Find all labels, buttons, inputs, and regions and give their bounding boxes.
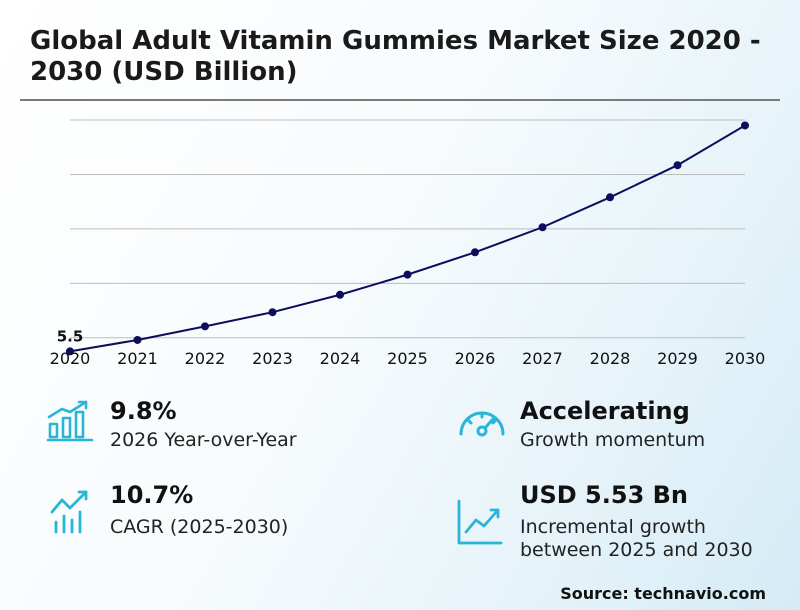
x-tick-2023: 2023 bbox=[252, 349, 293, 368]
data-point-2020 bbox=[66, 347, 74, 356]
gridlines bbox=[70, 119, 745, 339]
x-tick-2029: 2029 bbox=[657, 349, 698, 368]
data-point-2023 bbox=[268, 308, 277, 317]
x-tick-2027: 2027 bbox=[522, 349, 563, 368]
series-line bbox=[69, 124, 746, 353]
x-axis-ticks: 2020 2021 2022 2023 2024 2025 2026 2027 2028 2029… bbox=[50, 349, 766, 368]
data-point-2027 bbox=[538, 223, 547, 232]
stat-yoy-caption: 2026 Year-over-Year bbox=[110, 429, 297, 451]
x-tick-2030: 2030 bbox=[725, 349, 766, 368]
data-point-2025 bbox=[403, 270, 412, 279]
x-tick-2028: 2028 bbox=[590, 349, 631, 368]
chart-title: Global Adult Vitamin Gummies Market Size… bbox=[30, 26, 761, 87]
stat-incremental-value: USD 5.53 Bn bbox=[520, 481, 688, 509]
data-label-2020: 5.5 bbox=[57, 327, 84, 345]
stat-yoy-value: 9.8% bbox=[110, 397, 177, 425]
data-point-2028 bbox=[606, 193, 614, 202]
title-divider bbox=[20, 99, 780, 101]
source-credit: Source: technavio.com bbox=[560, 584, 766, 603]
x-tick-2020: 2020 bbox=[50, 349, 91, 368]
stat-momentum-caption: Growth momentum bbox=[520, 429, 706, 451]
line-chart: 5.5 2020 2021 2022 2023 2024 2025 2026 2027 2028… bbox=[50, 119, 766, 368]
data-point-2021 bbox=[133, 335, 142, 344]
x-tick-2024: 2024 bbox=[320, 349, 361, 368]
stat-momentum-value: Accelerating bbox=[520, 397, 690, 425]
x-tick-2021: 2021 bbox=[117, 349, 158, 368]
data-point-2024 bbox=[336, 290, 344, 299]
x-tick-2025: 2025 bbox=[387, 349, 428, 368]
x-tick-2022: 2022 bbox=[185, 349, 226, 368]
bar-chart-growth-icon bbox=[46, 400, 94, 442]
data-point-2026 bbox=[471, 248, 479, 257]
data-point-2030 bbox=[741, 121, 749, 130]
data-point-2029 bbox=[673, 161, 682, 170]
x-tick-2026: 2026 bbox=[455, 349, 496, 368]
stat-incremental-caption-line2: between 2025 and 2030 bbox=[520, 539, 753, 561]
trend-bars-icon bbox=[50, 490, 88, 534]
series-line-path bbox=[69, 124, 746, 353]
stat-incremental-caption-line1: Incremental growth bbox=[520, 516, 706, 538]
speedometer-icon bbox=[459, 411, 505, 437]
stat-cagr-value: 10.7% bbox=[110, 481, 194, 509]
line-chart-up-icon bbox=[457, 499, 503, 545]
data-point-2022 bbox=[201, 322, 209, 331]
data-labels: 5.5 bbox=[57, 327, 84, 345]
stat-cagr-caption: CAGR (2025-2030) bbox=[110, 516, 289, 538]
data-points bbox=[66, 121, 749, 356]
